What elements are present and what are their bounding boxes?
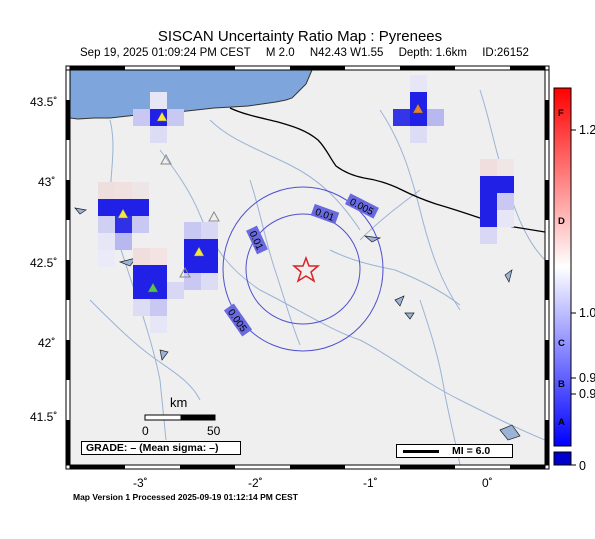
station-gray-triangle-icon [208, 210, 220, 222]
coastline [70, 70, 313, 120]
station-green-triangle-icon [147, 282, 159, 293]
station-orange-triangle-icon [412, 103, 424, 114]
lon-label-0: 0˚ [482, 476, 493, 490]
grade-letter-a: A [558, 417, 565, 428]
station-yellow-triangle-icon [156, 111, 168, 122]
contour-inner [245, 213, 361, 325]
grade-letter-b: B [558, 379, 565, 390]
event-magnitude: M 2.0 [265, 47, 295, 59]
colorbar-tick-0: 0 [579, 459, 586, 473]
lat-label-43: 43˚ [38, 175, 56, 189]
uncertainty-contours [222, 186, 384, 352]
grade-box: GRADE: – (Mean sigma: –) [81, 441, 241, 455]
rivers [89, 89, 545, 465]
lat-label-41-5: 41.5˚ [30, 410, 58, 424]
heatmap-cells [98, 75, 514, 333]
mi-legend-text: MI = 6.0 [452, 445, 491, 457]
processing-footer: Map Version 1 Processed 2025-09-19 01:12… [73, 492, 298, 502]
event-location: N42.43 W1.55 [309, 47, 384, 59]
sea-area [70, 70, 312, 119]
scale-unit-label: km [170, 395, 188, 410]
map-title: SISCAN Uncertainty Ratio Map : Pyrenees [157, 28, 443, 45]
grade-letter-c: C [558, 338, 565, 349]
frame-ticks [65, 65, 550, 470]
lon-label-minus3: -3˚ [133, 476, 148, 490]
grade-letter-f: F [558, 108, 564, 119]
colorbar-tick-0-9b: 0.9 [579, 387, 595, 401]
station-gray-triangle-icon [160, 153, 172, 165]
lon-label-minus2: -2˚ [248, 476, 263, 490]
lat-label-42-5: 42.5˚ [30, 256, 58, 270]
scale-bar [144, 414, 216, 421]
epicenter-star-icon [291, 255, 321, 283]
event-depth: Depth: 1.6km [398, 47, 467, 59]
colorbar-tick-1-0: 1.0 [579, 306, 595, 320]
mi-legend: MI = 6.0 [396, 444, 513, 458]
reservoirs [74, 207, 521, 441]
event-date: Sep 19, 2025 01:09:24 PM CEST [80, 47, 251, 59]
contour-outer [222, 186, 384, 352]
scale-start-label: 0 [142, 424, 149, 438]
event-subtitle: Sep 19, 2025 01:09:24 PM CEST M 2.0 N42.… [80, 47, 540, 59]
lat-label-42: 42˚ [38, 336, 56, 350]
colorbar-tick-0-9a: 0.9 [579, 371, 595, 385]
event-id: ID:26152 [482, 47, 529, 59]
lat-label-43-5: 43.5˚ [30, 95, 58, 109]
colorbar [553, 87, 576, 466]
station-gray-triangle-icon [179, 266, 191, 278]
colorbar-tick-1-2: 1.2 [579, 123, 595, 137]
stations [117, 103, 424, 293]
grade-text: GRADE: – (Mean sigma: –) [86, 442, 219, 454]
grade-letter-d: D [558, 216, 565, 227]
mi-legend-line [403, 450, 439, 453]
lon-label-minus1: -1˚ [363, 476, 378, 490]
scale-end-label: 50 [207, 424, 221, 438]
station-yellow-triangle-icon [193, 246, 205, 257]
station-yellow-triangle-icon [117, 208, 129, 219]
